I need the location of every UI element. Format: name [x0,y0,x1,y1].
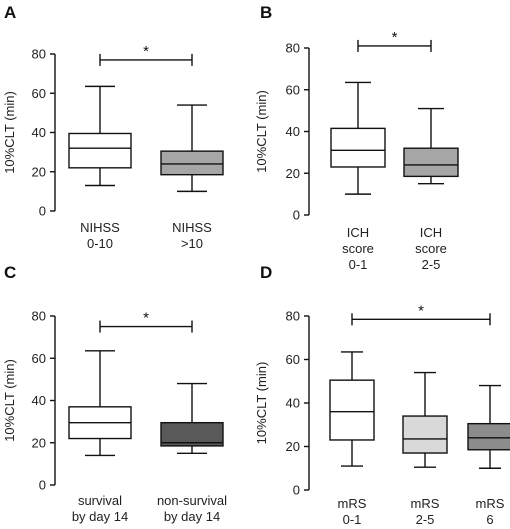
category-label-line: NIHSS [172,220,212,235]
box [402,415,448,454]
category-label-line: mRS [338,496,367,511]
y-tick-label: 60 [286,352,300,367]
y-tick-label: 20 [286,439,300,454]
y-tick-label: 80 [32,309,46,324]
category-label-line: >10 [181,236,203,251]
category-label-line: ICH [347,225,369,240]
category-label-line: 2-5 [416,512,435,527]
y-axis-title: 10%CLT (min) [2,91,17,174]
y-tick-label: 20 [32,164,46,179]
y-tick-label: 20 [286,166,300,181]
category-label-line: 2-5 [422,257,441,272]
y-axis-title: 10%CLT (min) [254,90,269,173]
category-label: mRS 0-1 [338,496,367,527]
significance-asterisk: * [143,310,149,327]
category-label-line: mRS [411,496,440,511]
y-tick-label: 80 [32,47,46,62]
category-label-line: ICH [420,225,442,240]
significance-asterisk: * [392,29,398,46]
y-tick-label: 40 [32,125,46,140]
panel-letter: C [4,263,16,282]
category-label: mRS 6 [476,496,505,527]
category-label: non-survival by day 14 [157,493,227,524]
y-tick-label: 80 [286,41,300,56]
category-label-line: 6 [486,512,493,527]
box [467,422,510,451]
category-label-line: score [342,241,374,256]
y-tick-label: 40 [286,396,300,411]
y-tick-label: 60 [32,351,46,366]
y-tick-label: 60 [32,86,46,101]
box [160,421,224,447]
y-tick-label: 0 [293,208,300,223]
y-tick-label: 0 [39,204,46,219]
y-tick-label: 20 [32,435,46,450]
y-axis-title: 10%CLT (min) [2,359,17,442]
category-label: survival by day 14 [72,493,128,524]
y-tick-label: 80 [286,309,300,324]
category-label: mRS 2-5 [411,496,440,527]
category-label-line: by day 14 [164,509,220,524]
y-tick-label: 0 [293,483,300,498]
box [403,147,459,178]
y-tick-label: 0 [39,478,46,493]
category-label-line: survival [78,493,122,508]
category-label: ICH score 0-1 [342,225,374,272]
y-tick-label: 40 [32,393,46,408]
panel-letter: D [260,263,272,282]
y-axis-title: 10%CLT (min) [254,362,269,445]
y-tick-label: 40 [286,124,300,139]
panel-letter: A [4,3,16,22]
category-label-line: NIHSS [80,220,120,235]
box [330,127,386,168]
category-label: NIHSS >10 [172,220,212,251]
significance-asterisk: * [418,302,424,319]
category-label-line: by day 14 [72,509,128,524]
category-label-line: non-survival [157,493,227,508]
category-label-line: 0-1 [343,512,362,527]
category-label: ICH score 2-5 [415,225,447,272]
y-tick-label: 60 [286,82,300,97]
box [160,150,224,176]
box [68,132,132,169]
category-label-line: 0-1 [349,257,368,272]
significance-asterisk: * [143,43,149,60]
panel-letter: B [260,3,272,22]
category-label: NIHSS 0-10 [80,220,120,251]
category-label-line: score [415,241,447,256]
box [329,379,375,441]
category-label-line: 0-10 [87,236,113,251]
category-label-line: mRS [476,496,505,511]
